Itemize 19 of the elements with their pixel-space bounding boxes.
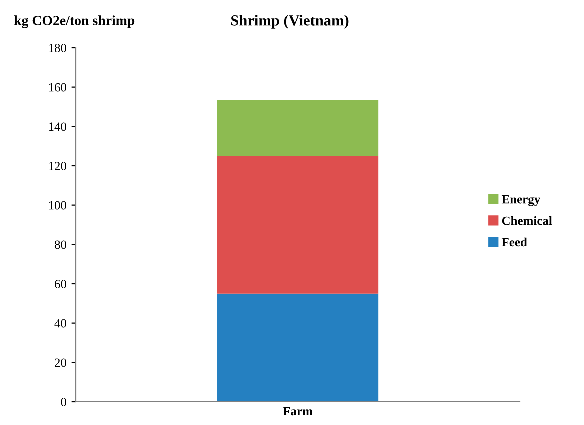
y-tick-label: 160 [49, 83, 66, 92]
chart-title: Shrimp (Vietnam) [231, 15, 349, 29]
bar [217, 156, 379, 294]
y-axis-title: kg CO2e/ton shrimp [14, 16, 135, 28]
bar [217, 294, 379, 402]
y-tick-label: 180 [49, 44, 66, 52]
y-tick-label: 60 [55, 280, 66, 288]
y-tick-label: 20 [55, 358, 66, 368]
y-tick-label: 40 [54, 319, 66, 328]
y-tick-label: 100 [49, 201, 66, 210]
legend-label: Energy [502, 195, 541, 206]
bar [217, 100, 379, 156]
y-tick-label: 0 [61, 398, 66, 406]
x-tick-label: Farm [283, 407, 313, 416]
legend-label: Feed [502, 238, 528, 247]
y-tick-label: 80 [54, 240, 66, 250]
y-tick-label: 120 [49, 162, 66, 170]
legend-label: Chemical [502, 216, 552, 226]
y-tick-label: 140 [49, 122, 66, 132]
